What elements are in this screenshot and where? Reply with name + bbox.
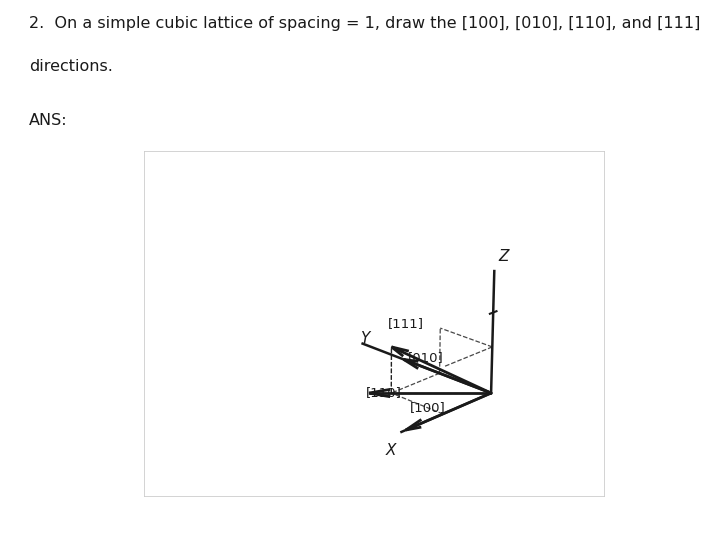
Text: 2.  On a simple cubic lattice of spacing = 1, draw the [100], [010], [110], and : 2. On a simple cubic lattice of spacing …: [29, 16, 700, 31]
Text: directions.: directions.: [29, 59, 112, 75]
Text: ANS:: ANS:: [29, 113, 68, 129]
